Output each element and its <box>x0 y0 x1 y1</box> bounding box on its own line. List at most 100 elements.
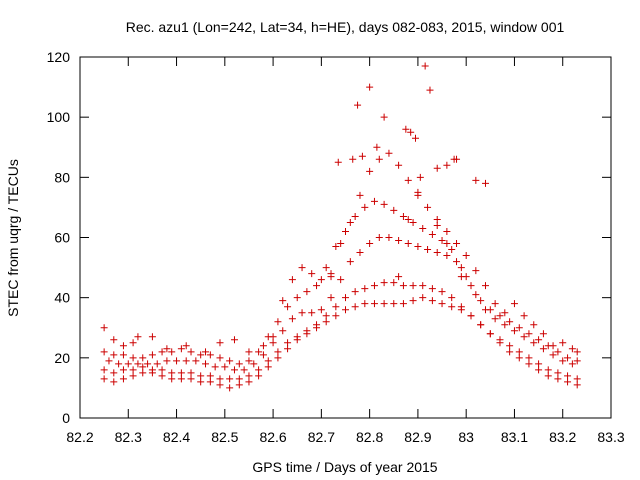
data-point <box>129 366 137 374</box>
data-point <box>453 155 461 163</box>
x-tick-label: 83 <box>458 429 474 445</box>
data-point <box>402 125 410 133</box>
y-tick-label: 20 <box>54 350 70 366</box>
data-point <box>428 285 436 293</box>
data-point <box>380 300 388 308</box>
data-point <box>399 282 407 290</box>
data-point <box>419 224 427 232</box>
x-tick-label: 83.1 <box>501 429 528 445</box>
data-point <box>129 354 137 362</box>
y-tick-label: 120 <box>47 49 71 65</box>
data-point <box>327 273 335 281</box>
data-point <box>216 354 224 362</box>
data-points <box>100 62 581 392</box>
data-point <box>274 348 282 356</box>
data-point <box>182 357 190 365</box>
data-point <box>453 240 461 248</box>
data-point <box>197 351 205 359</box>
data-point <box>535 366 543 374</box>
data-point <box>148 333 156 341</box>
data-point <box>148 366 156 374</box>
data-point <box>409 218 417 226</box>
data-point <box>293 294 301 302</box>
data-point <box>472 291 480 299</box>
data-point <box>129 339 137 347</box>
data-point <box>163 357 171 365</box>
y-axis-label: STEC from uqrg / TECUs <box>5 159 21 317</box>
data-point <box>264 363 272 371</box>
data-point <box>486 306 494 314</box>
data-point <box>187 375 195 383</box>
x-tick-label: 82.3 <box>115 429 142 445</box>
data-point <box>375 155 383 163</box>
data-point <box>322 312 330 320</box>
data-point <box>448 246 456 254</box>
data-point <box>322 264 330 272</box>
data-point <box>380 113 388 121</box>
data-point <box>457 303 465 311</box>
data-point <box>235 360 243 368</box>
data-point <box>168 369 176 377</box>
data-point <box>573 348 581 356</box>
data-point <box>288 276 296 284</box>
data-point <box>409 282 417 290</box>
data-point <box>457 264 465 272</box>
data-point <box>573 357 581 365</box>
data-point <box>573 381 581 389</box>
data-point <box>346 258 354 266</box>
data-point <box>202 360 210 368</box>
data-point <box>216 339 224 347</box>
data-point <box>211 363 219 371</box>
data-point <box>317 306 325 314</box>
data-point <box>438 288 446 296</box>
data-point <box>313 282 321 290</box>
data-point <box>235 381 243 389</box>
data-point <box>496 336 504 344</box>
x-tick-label: 82.8 <box>356 429 383 445</box>
data-point <box>414 243 422 251</box>
data-point <box>110 369 118 377</box>
data-point <box>332 312 340 320</box>
data-point <box>568 345 576 353</box>
data-point <box>134 333 142 341</box>
data-point <box>177 375 185 383</box>
data-point <box>428 297 436 305</box>
data-point <box>443 161 451 169</box>
data-point <box>334 158 342 166</box>
data-point <box>539 330 547 338</box>
data-point <box>472 267 480 275</box>
data-point <box>119 375 127 383</box>
data-point <box>481 179 489 187</box>
data-point <box>370 282 378 290</box>
data-point <box>506 318 514 326</box>
data-point <box>298 309 306 317</box>
data-point <box>245 348 253 356</box>
data-point <box>293 333 301 341</box>
data-point <box>192 357 200 365</box>
data-point <box>486 330 494 338</box>
data-point <box>438 300 446 308</box>
data-point <box>515 324 523 332</box>
x-axis-label: GPS time / Days of year 2015 <box>252 459 437 475</box>
data-point <box>124 360 132 368</box>
data-point <box>317 276 325 284</box>
data-point <box>356 191 364 199</box>
data-point <box>433 164 441 172</box>
data-point <box>110 378 118 386</box>
x-tick-label: 82.6 <box>259 429 286 445</box>
data-point <box>139 363 147 371</box>
data-point <box>322 318 330 326</box>
x-tick-label: 82.2 <box>66 429 93 445</box>
data-point <box>525 360 533 368</box>
data-point <box>351 303 359 311</box>
data-point <box>409 297 417 305</box>
data-point <box>433 221 441 229</box>
data-point <box>506 342 514 350</box>
data-point <box>158 372 166 380</box>
data-point <box>395 161 403 169</box>
data-point <box>380 200 388 208</box>
data-point <box>428 230 436 238</box>
data-point <box>235 375 243 383</box>
x-tick-label: 83.2 <box>549 429 576 445</box>
